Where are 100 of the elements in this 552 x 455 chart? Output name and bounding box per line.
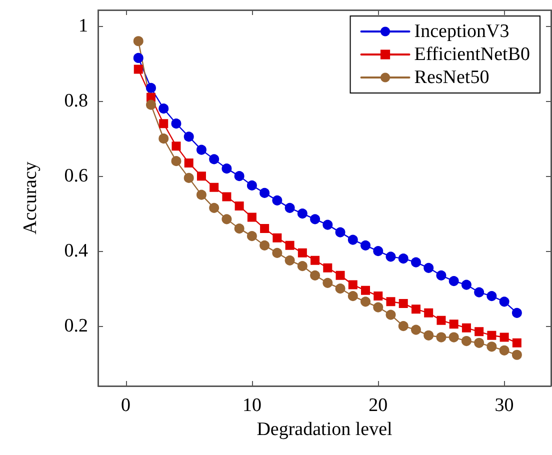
point [487,330,496,340]
point [374,292,383,301]
point [134,64,143,74]
point [297,261,308,272]
y-axis-title: Accuracy [20,161,41,234]
legend-label: InceptionV3 [414,21,510,42]
point [298,248,307,258]
point [448,276,459,286]
point [499,345,510,356]
y-tick-label: 1 [78,16,88,37]
point [234,224,244,234]
point [449,320,458,329]
point [448,332,459,342]
x-tick-label: 0 [121,395,131,416]
point [361,286,370,295]
point [322,278,333,288]
point [410,257,421,268]
y-tick-label: 0.6 [64,166,88,187]
x-tick-label: 20 [368,395,388,416]
point [322,220,333,230]
point [360,296,371,307]
point [335,284,346,294]
point [335,227,346,238]
point [474,287,484,298]
point [373,302,384,312]
point [196,190,206,200]
point [512,350,522,360]
point [146,82,156,93]
point [210,182,219,192]
x-tick-label: 30 [494,395,514,416]
point [184,172,194,183]
point [386,310,396,320]
point [461,280,472,290]
point [474,327,484,336]
point [246,231,257,242]
point [462,323,471,332]
point [133,52,144,63]
point [159,119,168,128]
point [336,270,345,280]
x-tick-label: 10 [242,395,262,416]
point [424,330,434,340]
point [348,291,358,302]
point [133,36,144,46]
point [171,118,182,129]
point [272,233,282,242]
point [247,212,256,222]
point [184,132,194,142]
point [386,252,396,262]
point [184,158,194,168]
point [246,180,257,190]
point [284,202,295,213]
point [512,338,522,348]
point [146,100,156,110]
point [348,234,358,245]
point [436,270,446,280]
point [512,308,522,318]
point [398,299,408,308]
point [486,342,497,352]
point [222,214,232,224]
y-tick-label: 0.8 [64,90,88,112]
point [196,144,206,155]
point [234,171,244,182]
legend-label: EfficientNetB0 [414,44,530,65]
y-tick-label: 0.2 [64,316,88,337]
point [360,240,371,250]
point [461,336,472,346]
point [436,332,446,342]
point [196,172,206,181]
point [158,104,169,114]
point [348,280,358,290]
point [310,214,320,224]
point [297,208,308,219]
point [310,256,320,265]
point [222,192,232,202]
point [323,263,332,272]
y-tick-label: 0.4 [64,240,88,262]
point [310,270,320,280]
point [398,254,408,264]
point [474,338,484,348]
point [260,188,270,198]
point [209,202,220,213]
point [424,308,434,318]
point [222,164,232,174]
point [436,316,446,325]
point [172,142,181,151]
point [260,224,270,234]
point [486,291,497,302]
legend-label: ResNet50 [414,67,490,88]
point [424,262,434,273]
point [500,332,509,342]
point [410,324,421,335]
point [209,154,220,164]
point [411,304,420,314]
point [398,321,408,332]
point [373,246,384,256]
point [158,134,169,144]
point [499,296,510,307]
point [285,240,294,250]
point [272,195,282,206]
point [284,255,295,266]
